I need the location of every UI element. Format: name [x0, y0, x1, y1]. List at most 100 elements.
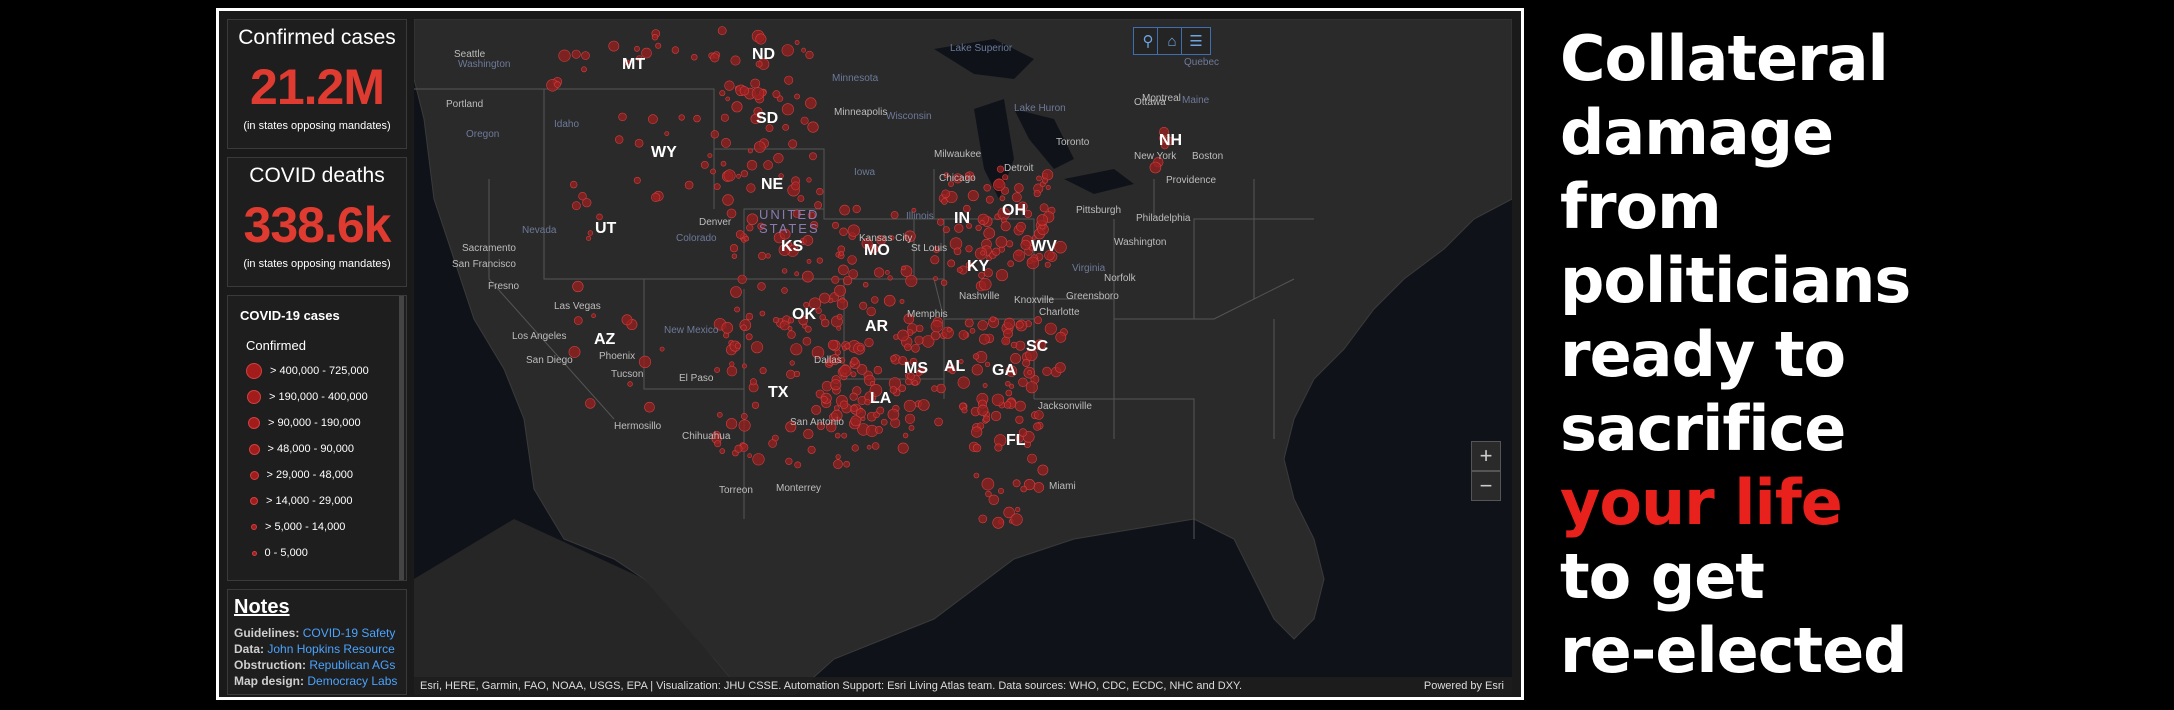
case-dot[interactable]: [1023, 209, 1032, 218]
case-dot[interactable]: [873, 366, 883, 375]
case-dot[interactable]: [746, 224, 754, 232]
case-dot[interactable]: [734, 444, 743, 453]
case-dot[interactable]: [1003, 328, 1013, 339]
case-dot[interactable]: [982, 383, 988, 388]
case-dot[interactable]: [904, 230, 916, 243]
case-dot[interactable]: [1042, 366, 1052, 377]
case-dot[interactable]: [731, 253, 738, 259]
case-dot[interactable]: [789, 360, 795, 366]
case-dot[interactable]: [671, 46, 680, 54]
case-dot[interactable]: [952, 173, 963, 184]
case-dot[interactable]: [978, 271, 985, 279]
case-dot[interactable]: [1015, 415, 1024, 424]
zoom-out-button[interactable]: −: [1471, 471, 1501, 501]
case-dot[interactable]: [889, 235, 895, 241]
case-dot[interactable]: [992, 247, 1001, 256]
case-dot[interactable]: [1037, 464, 1049, 476]
case-dot[interactable]: [747, 453, 753, 459]
case-dot[interactable]: [1002, 174, 1009, 181]
case-dot[interactable]: [1012, 249, 1025, 262]
case-dot[interactable]: [1027, 453, 1037, 464]
case-dot[interactable]: [757, 282, 766, 291]
case-dot[interactable]: [861, 238, 873, 250]
case-dot[interactable]: [1020, 239, 1031, 250]
case-dot[interactable]: [852, 204, 861, 214]
case-dot[interactable]: [634, 45, 640, 52]
case-dot[interactable]: [716, 411, 723, 418]
case-dot[interactable]: [1160, 141, 1169, 150]
case-dot[interactable]: [730, 286, 742, 298]
case-dot[interactable]: [869, 383, 883, 397]
case-dot[interactable]: [839, 400, 849, 409]
case-dot[interactable]: [647, 114, 658, 125]
case-dot[interactable]: [979, 333, 990, 345]
case-dot[interactable]: [835, 454, 841, 460]
case-dot[interactable]: [794, 271, 800, 277]
case-dot[interactable]: [739, 86, 750, 96]
case-dot[interactable]: [737, 274, 747, 284]
case-dot[interactable]: [729, 244, 739, 253]
case-dot[interactable]: [904, 413, 916, 424]
case-dot[interactable]: [898, 384, 906, 392]
case-dot[interactable]: [930, 330, 941, 341]
case-dot[interactable]: [889, 386, 898, 394]
case-dot[interactable]: [931, 385, 938, 392]
case-dot[interactable]: [811, 346, 825, 359]
case-dot[interactable]: [850, 415, 862, 427]
case-dot[interactable]: [714, 367, 720, 373]
case-dot[interactable]: [636, 55, 643, 62]
case-dot[interactable]: [781, 103, 794, 116]
case-dot[interactable]: [890, 211, 899, 219]
case-dot[interactable]: [864, 337, 874, 348]
case-dot[interactable]: [1027, 369, 1033, 375]
case-dot[interactable]: [581, 66, 587, 73]
case-dot[interactable]: [700, 160, 709, 169]
case-dot[interactable]: [899, 299, 905, 304]
case-dot[interactable]: [791, 181, 801, 191]
case-dot[interactable]: [691, 53, 698, 61]
case-dot[interactable]: [801, 270, 814, 283]
case-dot[interactable]: [942, 226, 950, 234]
case-dot[interactable]: [816, 421, 825, 430]
case-dot[interactable]: [831, 221, 839, 229]
case-dot[interactable]: [746, 183, 756, 193]
case-dot[interactable]: [810, 221, 819, 230]
case-dot[interactable]: [587, 230, 594, 236]
case-dot[interactable]: [1007, 260, 1015, 267]
case-dot[interactable]: [1015, 400, 1026, 412]
case-dot[interactable]: [785, 421, 797, 433]
case-dot[interactable]: [746, 213, 759, 225]
case-dot[interactable]: [745, 333, 753, 341]
map-view[interactable]: Washington Oregon Idaho Nevada Colorado New M…: [414, 19, 1512, 695]
case-dot[interactable]: [724, 80, 735, 91]
case-dot[interactable]: [805, 97, 817, 109]
case-dot[interactable]: [1033, 482, 1045, 493]
case-dot[interactable]: [876, 406, 885, 415]
case-dot[interactable]: [720, 160, 727, 167]
case-dot[interactable]: [992, 516, 1005, 529]
case-dot[interactable]: [1034, 410, 1044, 420]
case-dot[interactable]: [1012, 479, 1021, 488]
case-dot[interactable]: [903, 313, 915, 325]
case-dot[interactable]: [958, 330, 969, 340]
case-dot[interactable]: [847, 224, 860, 237]
case-dot[interactable]: [800, 116, 809, 125]
legend-scrollbar[interactable]: [399, 296, 404, 580]
case-dot[interactable]: [833, 405, 840, 411]
case-dot[interactable]: [836, 325, 842, 331]
case-dot[interactable]: [1005, 240, 1014, 248]
case-dot[interactable]: [752, 453, 765, 466]
case-dot[interactable]: [1005, 365, 1018, 377]
case-dot[interactable]: [967, 190, 979, 202]
case-dot[interactable]: [908, 424, 915, 431]
case-dot[interactable]: [946, 327, 952, 333]
case-dot[interactable]: [814, 201, 822, 210]
case-dot[interactable]: [759, 310, 766, 317]
case-dot[interactable]: [995, 269, 1008, 282]
case-dot[interactable]: [638, 355, 652, 369]
case-dot[interactable]: [964, 318, 974, 328]
case-dot[interactable]: [820, 395, 828, 403]
case-dot[interactable]: [1041, 177, 1048, 184]
case-dot[interactable]: [1054, 241, 1067, 254]
case-dot[interactable]: [765, 124, 774, 132]
